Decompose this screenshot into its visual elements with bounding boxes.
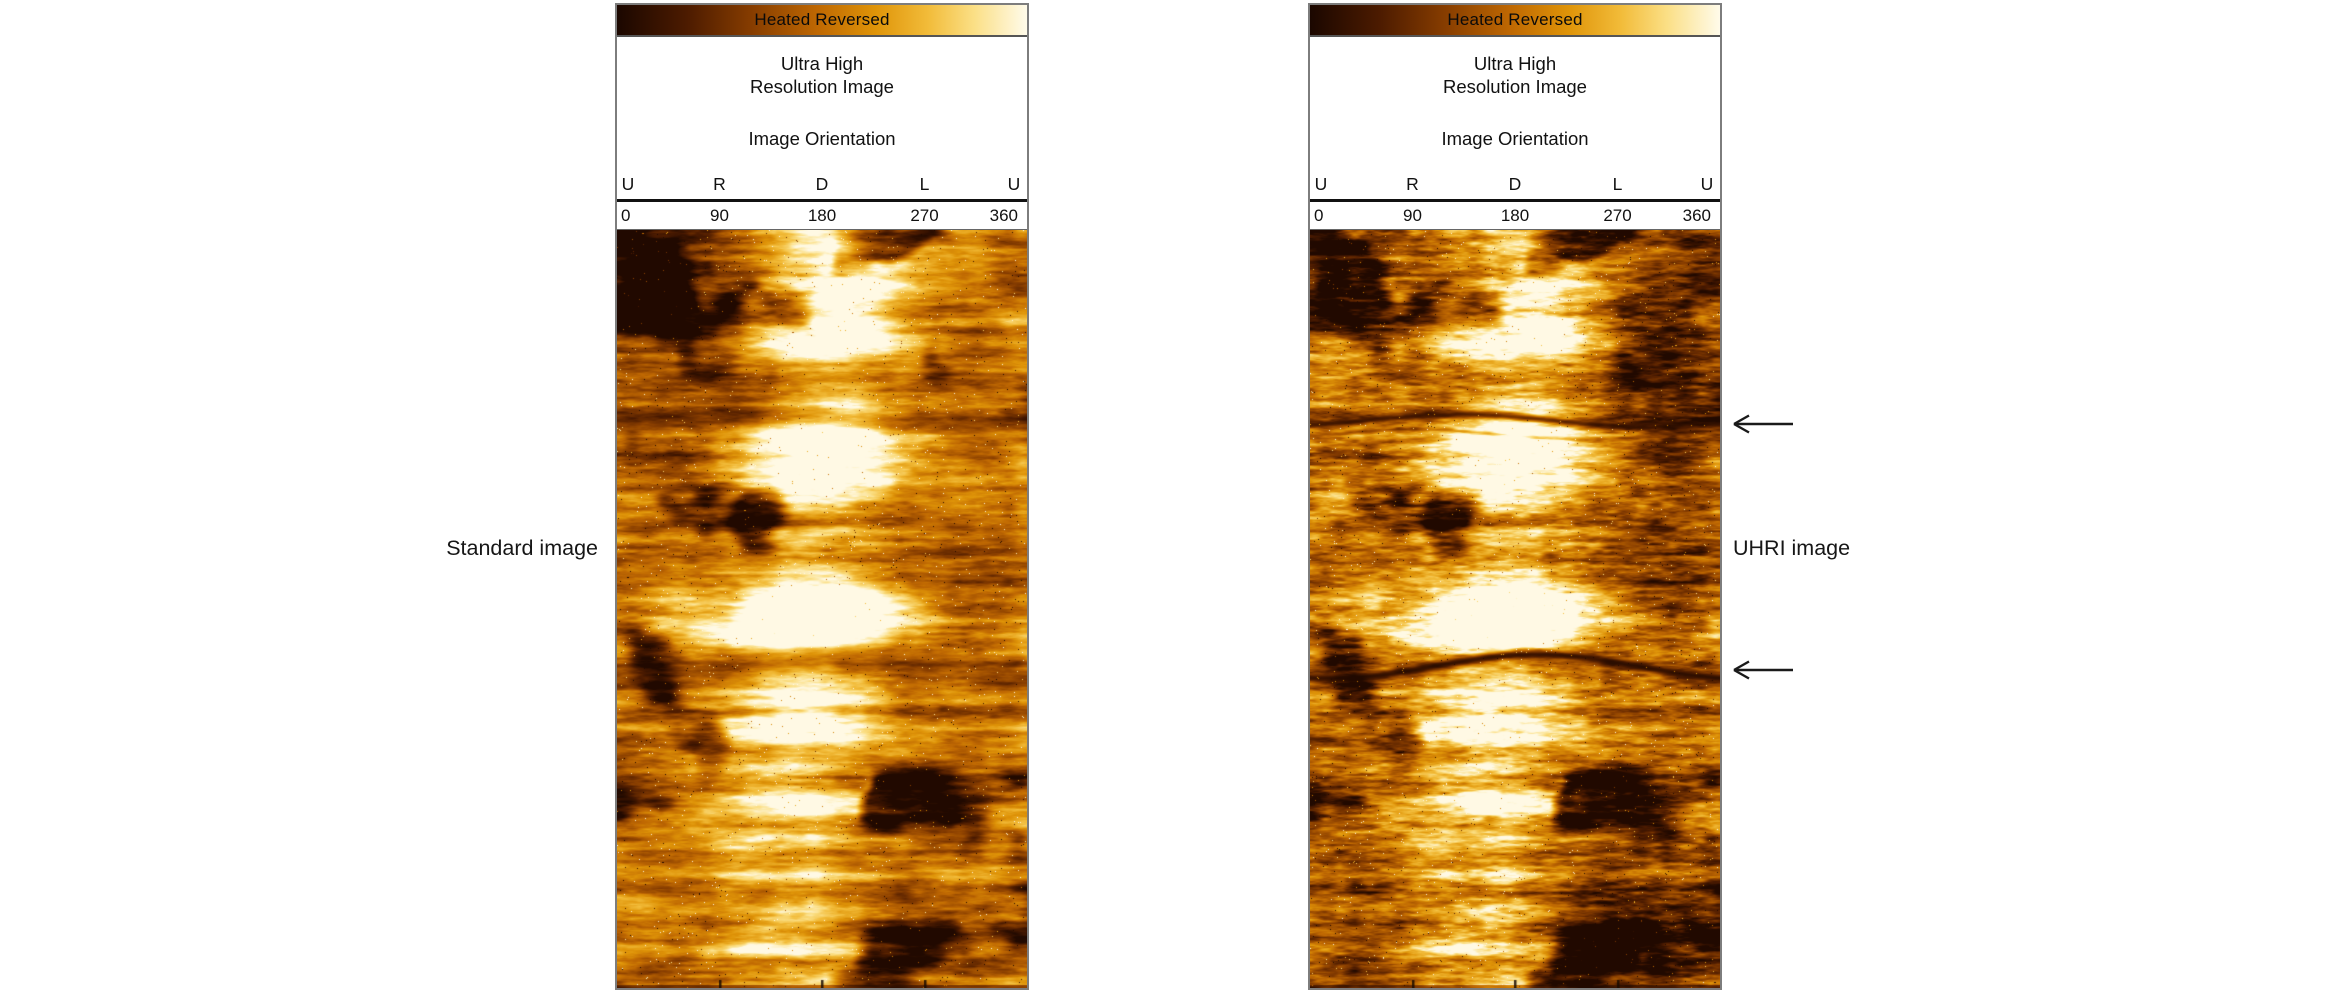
uhri-image-track: Heated Reversed Ultra High Resolution Im… [1308,3,1722,990]
header-divider-line [617,199,1027,202]
colormap-label: Heated Reversed [1447,10,1583,29]
orientation-letters-row: U R D L U [1310,174,1720,196]
azimuth-scale-row: 0 90 180 270 360 [617,202,1027,230]
azimuth-tick: 0 [1314,205,1324,225]
colormap-bar: Heated Reversed [1310,5,1720,37]
track-title-line1: Ultra High [1473,53,1557,74]
track-title-line1: Ultra High [780,53,864,74]
orientation-letter: L [1612,174,1623,194]
header-divider-line [1310,199,1720,202]
orientation-letter: D [1508,174,1522,194]
azimuth-tick: 270 [1603,205,1632,225]
azimuth-tick: 360 [1682,205,1711,225]
orientation-axis-title: Image Orientation [1441,128,1589,149]
track-title-line2: Resolution Image [1443,76,1587,97]
azimuth-tick: 180 [807,205,837,225]
standard-image-track: Heated Reversed Ultra High Resolution Im… [615,3,1029,990]
orientation-letter: U [1314,174,1328,194]
azimuth-tick: 180 [1500,205,1530,225]
orientation-letter: L [919,174,930,194]
azimuth-tick: 90 [710,205,729,225]
azimuth-tick: 360 [989,205,1018,225]
track-header: Ultra High Resolution Image Image Orient… [617,37,1027,199]
borehole-image-canvas [1310,229,1720,988]
colormap-label: Heated Reversed [754,10,890,29]
right-track-caption: UHRI image [1733,536,1851,560]
azimuth-tick: 90 [1403,205,1422,225]
orientation-letter: R [713,174,726,194]
orientation-axis-title: Image Orientation [748,128,896,149]
colormap-bar: Heated Reversed [617,5,1027,37]
orientation-letters-row: U R D L U [617,174,1027,196]
borehole-image-area [1310,229,1720,988]
orientation-letter: U [1007,174,1021,194]
track-header: Ultra High Resolution Image Image Orient… [1310,37,1720,199]
left-track-caption: Standard image [446,536,598,560]
borehole-image-canvas [617,229,1027,988]
fracture-arrow-icon [1733,660,1793,680]
azimuth-tick: 270 [910,205,939,225]
borehole-image-area [617,229,1027,988]
orientation-letter: U [621,174,635,194]
track-title-line2: Resolution Image [750,76,894,97]
fracture-arrow-icon [1733,414,1793,434]
orientation-letter: U [1700,174,1714,194]
orientation-letter: R [1406,174,1419,194]
azimuth-scale-row: 0 90 180 270 360 [1310,202,1720,230]
azimuth-tick: 0 [621,205,631,225]
orientation-letter: D [815,174,829,194]
